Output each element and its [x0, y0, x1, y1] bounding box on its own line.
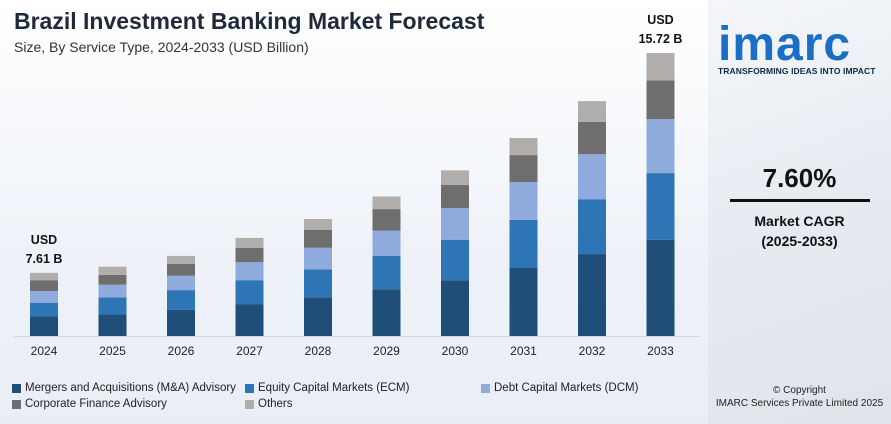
bar-segment-2027-s4	[235, 237, 264, 248]
data-label-2024-unit: USD	[31, 233, 57, 247]
legend-swatch	[245, 399, 254, 409]
bar-segment-2031-s0	[509, 267, 538, 336]
logo-text: imarc	[718, 20, 851, 66]
logo-tagline: TRANSFORMING IDEAS INTO IMPACT	[718, 66, 876, 76]
bar-segment-2031-s1	[509, 219, 538, 268]
legend-label: Equity Capital Markets (ECM)	[258, 382, 410, 394]
decorative-numbers	[826, 119, 838, 136]
bar-segment-2032-s4	[578, 101, 606, 122]
bar-segment-2028-s2	[304, 247, 332, 270]
bar-segment-2030-s2	[441, 208, 469, 240]
bar-segment-2032-s3	[578, 121, 606, 155]
bar-segment-2028-s3	[304, 229, 332, 248]
bar-segment-2033-s2	[646, 119, 675, 174]
bar-segment-2030-s3	[441, 184, 469, 209]
bar-segment-2027-s0	[235, 304, 264, 336]
x-tick-label-2024: 2024	[31, 344, 58, 358]
cagr-label-line2: (2025-2033)	[761, 233, 838, 249]
data-label-2024-value: 7.61 B	[26, 252, 63, 266]
x-tick-label-2031: 2031	[510, 344, 537, 358]
bar-segment-2031-s2	[509, 182, 538, 220]
bar-segment-2027-s1	[235, 280, 264, 305]
bar-segment-2028-s4	[304, 219, 332, 230]
x-tick-label-2025: 2025	[99, 344, 126, 358]
legend-swatch	[12, 399, 21, 409]
bar-segment-2024-s3	[30, 280, 58, 291]
legend-label: Mergers and Acquisitions (M&A) Advisory	[25, 382, 236, 394]
x-tick-label-2028: 2028	[305, 344, 332, 358]
chart-title: Brazil Investment Banking Market Forecas…	[14, 8, 485, 34]
bar-segment-2028-s0	[304, 297, 332, 336]
cagr-label-line1: Market CAGR	[754, 213, 845, 229]
bar-segment-2027-s2	[235, 262, 264, 281]
bar-segment-2029-s4	[372, 196, 401, 210]
bar-segment-2029-s3	[372, 209, 401, 231]
legend-label: Corporate Finance Advisory	[25, 398, 167, 410]
bar-segment-2029-s1	[372, 255, 401, 290]
bar-segment-2030-s4	[441, 170, 469, 185]
legend-item-2: Debt Capital Markets (DCM)	[481, 382, 638, 394]
x-tick-label-2030: 2030	[442, 344, 469, 358]
legend-item-4: Others	[245, 398, 293, 410]
bar-segment-2025-s4	[98, 266, 127, 275]
x-tick-label-2029: 2029	[373, 344, 400, 358]
bar-segment-2025-s1	[98, 297, 127, 315]
bar-segment-2026-s4	[167, 255, 195, 264]
sidebar-panel: imarc TRANSFORMING IDEAS INTO IMPACT 7.6…	[708, 0, 891, 424]
bar-segment-2032-s1	[578, 199, 606, 255]
legend-item-0: Mergers and Acquisitions (M&A) Advisory	[12, 382, 236, 394]
x-tick-label-2027: 2027	[236, 344, 263, 358]
legend-item-3: Corporate Finance Advisory	[12, 398, 167, 410]
bar-segment-2033-s4	[646, 53, 675, 81]
bar-segment-2032-s0	[578, 254, 606, 336]
bar-segment-2026-s0	[167, 309, 195, 336]
imarc-logo: imarc	[718, 20, 851, 66]
legend-swatch	[481, 383, 490, 393]
legend-swatch	[245, 383, 254, 393]
bar-segment-2031-s3	[509, 155, 538, 183]
chart-subtitle: Size, By Service Type, 2024-2033 (USD Bi…	[14, 39, 309, 55]
bar-segment-2029-s2	[372, 230, 401, 256]
copyright-line2: IMARC Services Private Limited 2025	[715, 398, 884, 409]
bar-segment-2030-s1	[441, 239, 469, 281]
x-tick-label-2026: 2026	[168, 344, 195, 358]
legend-item-1: Equity Capital Markets (ECM)	[245, 382, 409, 394]
bar-segment-2029-s0	[372, 289, 401, 336]
bar-segment-2024-s2	[30, 291, 58, 303]
bar-segment-2024-s1	[30, 302, 58, 317]
bar-segment-2026-s1	[167, 290, 195, 310]
cagr-value: 7.60%	[762, 163, 837, 193]
bar-segment-2031-s4	[509, 138, 538, 156]
legend-label: Others	[258, 398, 293, 410]
bar-segment-2030-s0	[441, 280, 469, 336]
bar-segment-2024-s0	[30, 316, 58, 336]
bar-segment-2025-s3	[98, 274, 127, 285]
legend-label: Debt Capital Markets (DCM)	[494, 382, 639, 394]
copyright-line1: © Copyright	[773, 385, 826, 396]
bar-segment-2032-s2	[578, 154, 606, 200]
bar-segment-2033-s1	[646, 173, 675, 240]
bar-segment-2025-s0	[98, 314, 127, 336]
legend-swatch	[12, 383, 21, 393]
bar-segment-2024-s4	[30, 272, 58, 281]
x-tick-label-2033: 2033	[647, 344, 674, 358]
bar-chart: 2024 2025 2026 2027 2028 2029 2030 2031 2032 2033…	[14, 13, 700, 358]
data-label-2033-unit: USD	[647, 13, 673, 27]
bar-segment-2033-s0	[646, 239, 675, 336]
cagr-label: Market CAGR (2025-2033)	[708, 211, 891, 251]
data-label-2033-value: 15.72 B	[639, 32, 683, 46]
cagr-divider	[730, 199, 870, 202]
bar-segment-2033-s3	[646, 80, 675, 120]
copyright-notice: © Copyright IMARC Services Private Limit…	[708, 384, 891, 410]
bar-segment-2025-s2	[98, 284, 127, 298]
bar-segment-2026-s2	[167, 275, 195, 291]
bar-segment-2027-s3	[235, 247, 264, 263]
bar-segment-2028-s1	[304, 269, 332, 298]
bar-segment-2026-s3	[167, 264, 195, 276]
x-tick-label-2032: 2032	[579, 344, 606, 358]
